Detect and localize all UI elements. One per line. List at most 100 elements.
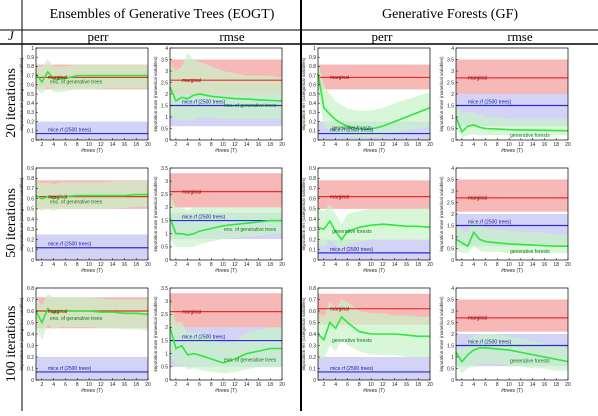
y-tick-label: 0.5: [161, 365, 168, 371]
x-tick-label: 20: [145, 142, 151, 148]
x-tick-label: 10: [506, 262, 512, 268]
x-tick-label: 18: [267, 382, 273, 388]
x-tick-label: 16: [404, 142, 410, 148]
x-tick-label: 10: [86, 262, 92, 268]
x-tick-label: 8: [210, 142, 213, 148]
x-tick-label: 16: [542, 382, 548, 388]
panel-r0-c1: 0 0.5 1 1.5 2 2.5 3 3.5 4 2 4 6 8 10 12 14 16 18 20 #trees …: [153, 46, 285, 154]
x-tick-label: 12: [518, 382, 524, 388]
mice-label: mice.rf (2500 trees): [468, 220, 512, 226]
y-tick-label: 0.3: [309, 343, 316, 349]
method-line: [317, 219, 431, 241]
x-tick-label: 18: [553, 382, 559, 388]
method-band: [318, 203, 430, 250]
x-tick-label: 6: [346, 262, 349, 268]
x-axis-label: #trees (T): [215, 388, 237, 394]
y-tick-label: 1.5: [447, 103, 454, 109]
panel-r1-c1: 0 0.5 1 1.5 2 2.5 3 3.5 2 4 6 8 10 12 14 16 18 20 #trees (…: [153, 166, 285, 274]
y-tick-label: 3: [451, 69, 454, 75]
y-axis-label: imputation err (categorical variables): [301, 177, 306, 250]
x-tick-label: 20: [145, 382, 151, 388]
y-tick-label: 3: [165, 179, 168, 185]
x-tick-label: 12: [518, 142, 524, 148]
y-tick-label: 0: [451, 258, 454, 264]
y-tick-label: 0.3: [309, 110, 316, 116]
marginal-label: marginal: [330, 194, 349, 200]
x-tick-label: 18: [267, 142, 273, 148]
x-tick-label: 8: [358, 142, 361, 148]
y-tick-label: 0.4: [27, 101, 34, 107]
method-line: [35, 193, 148, 200]
y-tick-label: 4: [451, 286, 454, 292]
y-tick-label: 2.5: [447, 320, 454, 326]
y-tick-label: 0.6: [27, 196, 34, 202]
x-tick-label: 10: [86, 142, 92, 148]
mice-label: mice.rf (2500 trees): [182, 335, 226, 341]
y-axis-label: imputation rmse (numerical variables): [439, 56, 444, 132]
y-tick-label: 1.5: [161, 218, 168, 224]
marginal-band: [456, 299, 568, 332]
y-tick-label: 0.4: [309, 217, 316, 223]
mice-band: [36, 357, 148, 380]
method-line: [169, 327, 282, 364]
x-tick-label: 12: [380, 382, 386, 388]
y-tick-label: 0.2: [27, 237, 34, 243]
panel-r1-c3: 0 0.5 1 1.5 2 2.5 3 3.5 4 2 4 6 8 10 12 14 16 18 20 #trees …: [439, 166, 571, 274]
y-tick-label: 0.4: [309, 332, 316, 338]
x-tick-label: 6: [484, 142, 487, 148]
y-tick-label: 0.4: [309, 101, 316, 107]
y-tick-label: 0.7: [27, 73, 34, 79]
y-tick-label: 0.9: [27, 166, 34, 172]
y-tick-label: 0.3: [27, 227, 34, 233]
x-axis-label: #trees (T): [81, 388, 103, 394]
y-tick-label: 0.7: [27, 297, 34, 303]
x-tick-label: 8: [496, 382, 499, 388]
y-tick-label: 2: [451, 332, 454, 338]
mice-label: mice.rf (2500 trees): [468, 100, 512, 106]
y-tick-label: 0: [165, 138, 168, 144]
x-axis-label: #trees (T): [363, 388, 385, 394]
y-axis-label: imputation err (categorical variables): [301, 297, 306, 370]
x-tick-label: 2: [461, 142, 464, 148]
x-tick-label: 4: [186, 142, 189, 148]
x-tick-label: 16: [404, 382, 410, 388]
y-tick-label: 0.9: [309, 55, 316, 61]
y-tick-label: 0.1: [309, 248, 316, 254]
col-title-gf-perr: perr: [372, 29, 394, 44]
x-tick-label: 8: [76, 382, 79, 388]
x-tick-label: 4: [52, 142, 55, 148]
x-tick-label: 12: [98, 142, 104, 148]
x-tick-label: 6: [346, 142, 349, 148]
x-tick-label: 18: [415, 262, 421, 268]
panel-r2-c3: 0 0.5 1 1.5 2 2.5 3 3.5 4 2 4 6 8 10 12 14 16 18 20 #trees …: [439, 286, 571, 394]
x-axis-label: #trees (T): [363, 148, 385, 154]
x-tick-label: 6: [64, 262, 67, 268]
marginal-label: marginal: [48, 75, 67, 81]
y-tick-label: 0.5: [309, 207, 316, 213]
y-tick-label: 2: [451, 212, 454, 218]
y-tick-label: 0.2: [309, 237, 316, 243]
y-axis-label: imputation err (categorical variables): [301, 57, 306, 130]
y-tick-label: 0.5: [447, 126, 454, 132]
y-axis-label: imputation err (categorical variables): [19, 297, 24, 370]
x-tick-label: 10: [220, 142, 226, 148]
x-tick-label: 12: [232, 142, 238, 148]
marginal-label: marginal: [468, 316, 487, 322]
y-tick-label: 0.3: [27, 343, 34, 349]
y-tick-label: 2.5: [161, 312, 168, 318]
y-tick-label: 1: [451, 355, 454, 361]
x-tick-label: 6: [198, 382, 201, 388]
mice-label: mice.rf (2500 trees): [468, 340, 512, 346]
marginal-label: marginal: [182, 189, 201, 195]
marginal-band: [456, 59, 568, 94]
y-tick-label: 3: [165, 69, 168, 75]
x-tick-label: 16: [122, 142, 128, 148]
y-axis-label: imputation rmse (numerical variables): [439, 176, 444, 252]
y-tick-label: 0.4: [27, 217, 34, 223]
y-tick-label: 3: [451, 189, 454, 195]
method-label: ens. of generative trees: [224, 358, 277, 364]
x-tick-label: 14: [244, 142, 250, 148]
x-tick-label: 2: [41, 262, 44, 268]
x-tick-label: 4: [52, 382, 55, 388]
